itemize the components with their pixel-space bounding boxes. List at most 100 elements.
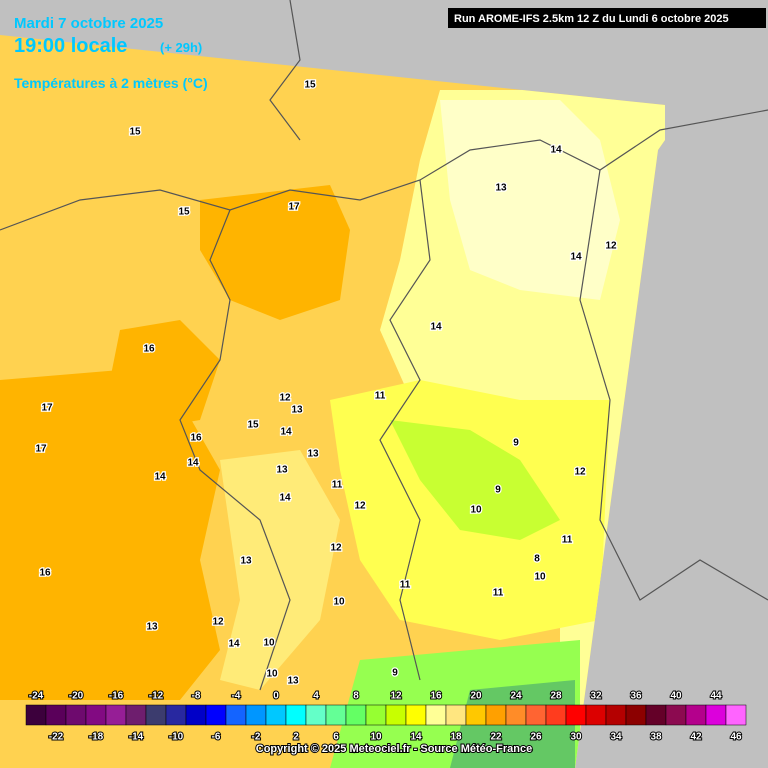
contour-label: 12 [279, 393, 291, 404]
legend-swatch [185, 704, 207, 726]
legend-swatch [705, 704, 727, 726]
legend-label: 28 [550, 691, 562, 702]
legend-label: 16 [430, 691, 442, 702]
legend-swatch [245, 704, 267, 726]
contour-label: 14 [187, 458, 199, 469]
contour-label: 12 [574, 467, 586, 478]
contour-label: 8 [534, 554, 540, 565]
legend-label: -20 [69, 691, 84, 702]
legend-label: -10 [169, 732, 184, 743]
legend-swatch [305, 704, 327, 726]
contour-label: 10 [333, 597, 345, 608]
legend-swatch [625, 704, 647, 726]
legend-swatch [605, 704, 627, 726]
legend-swatch [45, 704, 67, 726]
contour-label: 14 [430, 322, 442, 333]
run-box [448, 8, 766, 28]
legend-label: 8 [353, 691, 359, 702]
legend-label: 6 [333, 732, 339, 743]
legend-label: 22 [490, 732, 502, 743]
legend-label: 2 [293, 732, 299, 743]
copyright: Copyright © 2025 Meteociel.fr - Source M… [256, 743, 532, 755]
legend-label: 20 [470, 691, 482, 702]
contour-label: 13 [240, 556, 252, 567]
legend-label: 32 [590, 691, 602, 702]
legend: -24-22-20-18-16-14-12-10-8-6-4-202468101… [25, 690, 747, 744]
legend-label: 10 [370, 732, 382, 743]
contour-label: 13 [291, 405, 303, 416]
legend-swatch [145, 704, 167, 726]
contour-label: 11 [562, 535, 573, 546]
legend-swatch [345, 704, 367, 726]
contour-label: 13 [287, 676, 299, 687]
legend-swatch [725, 704, 747, 726]
legend-label: 38 [650, 732, 662, 743]
legend-label: 14 [410, 732, 422, 743]
contour-label: 15 [304, 80, 316, 91]
legend-swatch [445, 704, 467, 726]
contour-label: 15 [129, 127, 141, 138]
legend-label: -2 [252, 732, 261, 743]
legend-swatch [685, 704, 707, 726]
contour-label: 15 [178, 207, 190, 218]
contour-label: 16 [190, 433, 202, 444]
date: Mardi 7 octobre 2025 [14, 15, 163, 32]
contour-label: 14 [228, 639, 240, 650]
legend-label: 24 [510, 691, 522, 702]
legend-label: 46 [730, 732, 742, 743]
legend-label: 26 [530, 732, 542, 743]
legend-label: 4 [313, 691, 319, 702]
contour-label: 13 [307, 449, 319, 460]
contour-label: 13 [495, 183, 507, 194]
legend-label: -24 [29, 691, 44, 702]
legend-swatch [105, 704, 127, 726]
legend-label: -18 [89, 732, 104, 743]
legend-label: 36 [630, 691, 642, 702]
legend-label: -8 [192, 691, 201, 702]
legend-label: 30 [570, 732, 582, 743]
legend-label: -14 [129, 732, 144, 743]
legend-label: 42 [690, 732, 702, 743]
contour-label: 12 [354, 501, 366, 512]
legend-swatch [65, 704, 87, 726]
contour-label: 12 [330, 543, 342, 554]
contour-label: 14 [550, 145, 562, 156]
legend-label: -12 [149, 691, 164, 702]
legend-label: 34 [610, 732, 622, 743]
contour-label: 16 [39, 568, 51, 579]
legend-swatch [225, 704, 247, 726]
contour-label: 12 [212, 617, 224, 628]
lead-time: (+ 29h) [160, 40, 202, 55]
contour-label: 11 [332, 480, 343, 491]
contour-label: 17 [35, 444, 47, 455]
legend-swatch [385, 704, 407, 726]
contour-label: 10 [470, 505, 482, 516]
legend-swatch [265, 704, 287, 726]
legend-swatch [505, 704, 527, 726]
legend-swatch [125, 704, 147, 726]
variable: Températures à 2 mètres (°C) [14, 75, 208, 91]
contour-label: 14 [570, 252, 582, 263]
legend-swatch [525, 704, 547, 726]
legend-swatch [285, 704, 307, 726]
contour-label: 14 [280, 427, 292, 438]
legend-swatch [465, 704, 487, 726]
legend-swatch [585, 704, 607, 726]
legend-swatch [425, 704, 447, 726]
contour-label: 16 [143, 344, 155, 355]
contour-label: 11 [375, 391, 386, 402]
contour-label: 9 [513, 438, 519, 449]
contour-label: 17 [41, 403, 53, 414]
contour-label: 10 [263, 638, 275, 649]
contour-label: 14 [154, 472, 166, 483]
legend-label: 0 [273, 691, 279, 702]
legend-swatch [645, 704, 667, 726]
legend-swatch [85, 704, 107, 726]
contour-label: 10 [266, 669, 278, 680]
legend-swatch [565, 704, 587, 726]
legend-swatch [165, 704, 187, 726]
contour-label: 15 [247, 420, 259, 431]
time: 19:00 locale [14, 35, 127, 57]
legend-label: -22 [49, 732, 64, 743]
